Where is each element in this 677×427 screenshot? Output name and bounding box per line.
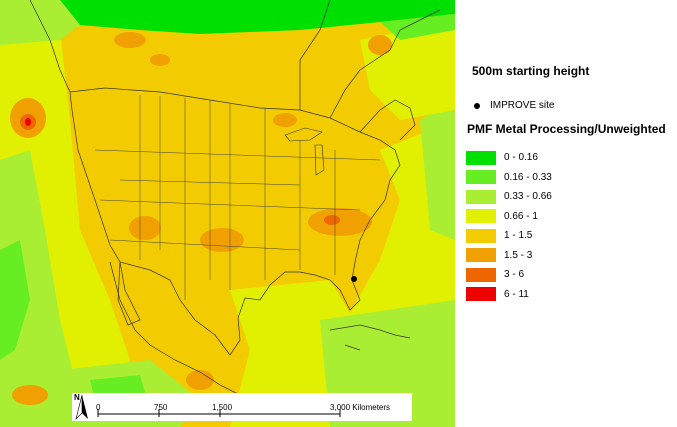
hotspot-texas (200, 228, 244, 252)
legend-item: 6 - 11 (466, 285, 552, 305)
legend-label: 6 - 11 (504, 288, 529, 300)
legend-label: 1 - 1.5 (504, 230, 533, 242)
band-north-light2 (380, 14, 455, 40)
legend-item: 1.5 - 3 (466, 246, 552, 266)
legend-label: 0.33 - 0.66 (504, 191, 552, 203)
legend-item: 0.33 - 0.66 (466, 187, 552, 207)
legend-label: 3 - 6 (504, 269, 525, 281)
legend-item: 3 - 6 (466, 265, 552, 285)
hotspot-baja (12, 385, 48, 405)
legend-label: 0.66 - 1 (504, 210, 538, 222)
hotspot-pacific-max (25, 118, 31, 126)
hotspot-canada-1 (114, 32, 146, 48)
map-panel[interactable]: N 0 750 1,500 3,000 Kilometers (0, 0, 455, 427)
hotspot-canada-2 (150, 54, 170, 66)
hotspot-mexico (186, 370, 214, 390)
site-key-label: IMPROVE site (490, 100, 555, 111)
legend-label: 0.16 - 0.33 (504, 171, 552, 183)
hotspot-southeast (308, 208, 372, 236)
band-north-green (60, 0, 455, 34)
legend-swatch (466, 150, 496, 165)
legend-label: 0 - 0.16 (504, 152, 538, 164)
site-dot-icon (474, 102, 480, 109)
hotspot-southeast-strong (324, 215, 340, 225)
legend-swatch (466, 228, 496, 243)
hotspot-ontario (273, 113, 297, 127)
legend-panel: 500m starting height IMPROVE site PMF Me… (455, 0, 677, 427)
legend-item: 0.16 - 0.33 (466, 168, 552, 188)
band-north-light (0, 0, 80, 45)
legend-label: 1.5 - 3 (504, 249, 533, 261)
legend-title: PMF Metal Processing/Unweighted (467, 122, 666, 136)
state-borders (94, 95, 381, 300)
lake-superior (284, 127, 323, 142)
legend-swatch (466, 267, 496, 282)
north-label: N (74, 393, 80, 402)
legend-swatch (466, 209, 496, 224)
scale-bar: N 0 750 1,500 3,000 Kilometers (72, 393, 412, 421)
lake-michigan (314, 144, 325, 176)
legend-swatch (466, 170, 496, 185)
coastlines (29, 0, 441, 396)
scale-label-3000: 3,000 Kilometers (330, 403, 391, 412)
legend-swatch (466, 287, 496, 302)
scale-label-1500: 1,500 (212, 403, 233, 412)
legend-list: 0 - 0.16 0.16 - 0.33 0.33 - 0.66 0.66 - 1 1 … (466, 148, 552, 304)
scale-ruler (97, 409, 341, 417)
scale-label-0: 0 (96, 403, 101, 412)
concentration-map[interactable] (0, 0, 455, 427)
legend-item: 0 - 0.16 (466, 148, 552, 168)
legend-item: 1 - 1.5 (466, 226, 552, 246)
north-arrow-icon (75, 394, 88, 420)
legend-item: 0.66 - 1 (466, 207, 552, 227)
hotspot-quebec (368, 35, 392, 55)
legend-swatch (466, 248, 496, 263)
band-west-green2 (0, 240, 30, 360)
legend-swatch (466, 189, 496, 204)
band-west-green (0, 150, 80, 427)
improve-site-marker (351, 276, 357, 282)
scale-label-750: 750 (154, 403, 168, 412)
map-title: 500m starting height (472, 64, 590, 78)
band-atlantic-green (420, 100, 455, 240)
site-key: IMPROVE site (474, 100, 554, 111)
hotspot-southwest (129, 216, 161, 240)
